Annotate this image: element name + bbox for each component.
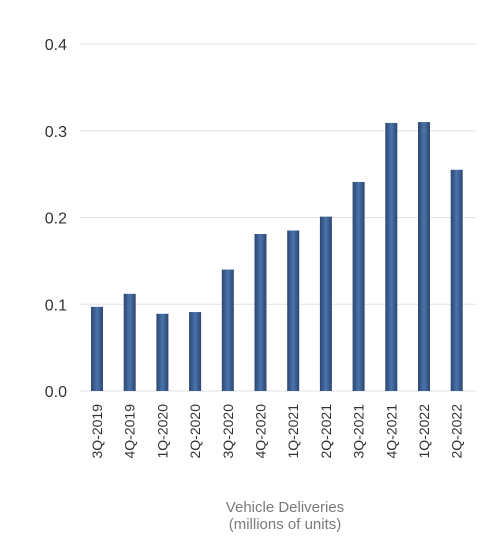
bar-1Q-2020 — [156, 313, 169, 391]
x-tick-label: 1Q-2022 — [416, 404, 432, 459]
x-tick-label: 3Q-2019 — [89, 404, 105, 459]
x-axis-tick-labels: 3Q-2019 4Q-2019 1Q-2020 2Q-2020 3Q-2020 4Q-20… — [89, 404, 465, 459]
bar-4Q-2020 — [254, 233, 267, 391]
y-axis-tick-labels: 0.0 0.1 0.2 0.3 0.4 — [45, 37, 67, 401]
y-tick-label: 0.1 — [45, 297, 67, 314]
bars — [91, 122, 463, 391]
bar-1Q-2021 — [287, 230, 300, 391]
y-tick-label: 0.4 — [45, 37, 67, 54]
x-tick-label: 2Q-2022 — [449, 404, 465, 459]
caption-line-2: (millions of units) — [228, 516, 342, 533]
bar-4Q-2021 — [385, 122, 398, 391]
x-tick-label: 1Q-2020 — [154, 404, 170, 459]
y-tick-label: 0.2 — [45, 211, 67, 228]
gridlines — [80, 43, 476, 392]
x-tick-label: 1Q-2021 — [285, 404, 301, 459]
bar-2Q-2021 — [319, 216, 332, 391]
caption-line-1: Vehicle Deliveries — [225, 499, 345, 516]
bar-2Q-2020 — [189, 312, 202, 391]
y-tick-label: 0.0 — [45, 384, 67, 401]
bar-3Q-2019 — [91, 306, 103, 391]
x-tick-label: 2Q-2021 — [318, 404, 334, 459]
y-tick-label: 0.3 — [45, 124, 67, 141]
bar-3Q-2021 — [352, 181, 365, 391]
bar-2Q-2022 — [450, 169, 463, 391]
bar-3Q-2020 — [221, 269, 234, 391]
bar-4Q-2019 — [123, 293, 136, 391]
bar-1Q-2022 — [418, 122, 430, 391]
x-tick-label: 2Q-2020 — [187, 404, 203, 459]
x-tick-label: 4Q-2019 — [122, 404, 138, 459]
x-tick-label: 3Q-2021 — [351, 404, 367, 459]
x-tick-label: 4Q-2021 — [383, 404, 399, 459]
x-tick-label: 3Q-2020 — [220, 404, 236, 459]
x-tick-label: 4Q-2020 — [253, 404, 269, 459]
